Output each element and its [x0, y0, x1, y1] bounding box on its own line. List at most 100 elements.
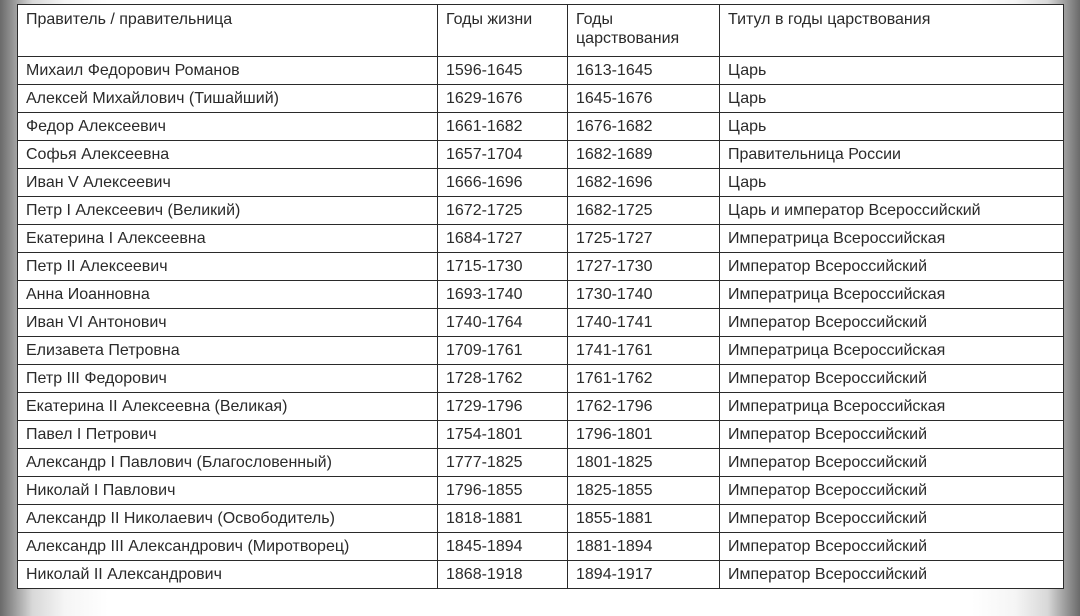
- cell-title: Император Всероссийский: [720, 561, 1064, 589]
- table-row: Александр I Павлович (Благословенный)177…: [18, 449, 1064, 477]
- cell-ruler: Петр II Алексеевич: [18, 253, 438, 281]
- cell-title: Царь: [720, 85, 1064, 113]
- cell-life: 1672-1725: [438, 197, 568, 225]
- cell-reign: 1725-1727: [568, 225, 720, 253]
- cell-ruler: Александр III Александрович (Миротворец): [18, 533, 438, 561]
- col-header-title: Титул в годы царствования: [720, 5, 1064, 57]
- cell-life: 1657-1704: [438, 141, 568, 169]
- cell-ruler: Николай I Павлович: [18, 477, 438, 505]
- cell-title: Правительница России: [720, 141, 1064, 169]
- cell-reign: 1762-1796: [568, 393, 720, 421]
- col-header-reign: Годы царствования: [568, 5, 720, 57]
- cell-life: 1740-1764: [438, 309, 568, 337]
- cell-ruler: Федор Алексеевич: [18, 113, 438, 141]
- cell-reign: 1894-1917: [568, 561, 720, 589]
- cell-ruler: Павел I Петрович: [18, 421, 438, 449]
- table-row: Алексей Михайлович (Тишайший)1629-167616…: [18, 85, 1064, 113]
- cell-life: 1796-1855: [438, 477, 568, 505]
- cell-title: Император Всероссийский: [720, 505, 1064, 533]
- table-row: Софья Алексеевна1657-17041682-1689Правит…: [18, 141, 1064, 169]
- cell-life: 1728-1762: [438, 365, 568, 393]
- cell-ruler: Николай II Александрович: [18, 561, 438, 589]
- table-row: Александр III Александрович (Миротворец)…: [18, 533, 1064, 561]
- cell-ruler: Екатерина II Алексеевна (Великая): [18, 393, 438, 421]
- cell-life: 1729-1796: [438, 393, 568, 421]
- cell-reign: 1727-1730: [568, 253, 720, 281]
- cell-title: Царь и император Всероссийский: [720, 197, 1064, 225]
- cell-reign: 1761-1762: [568, 365, 720, 393]
- cell-life: 1868-1918: [438, 561, 568, 589]
- cell-reign: 1730-1740: [568, 281, 720, 309]
- cell-title: Императрица Всероссийская: [720, 337, 1064, 365]
- cell-title: Император Всероссийский: [720, 421, 1064, 449]
- cell-title: Император Всероссийский: [720, 253, 1064, 281]
- cell-title: Императрица Всероссийская: [720, 393, 1064, 421]
- cell-ruler: Анна Иоанновна: [18, 281, 438, 309]
- table-body: Михаил Федорович Романов1596-16451613-16…: [18, 57, 1064, 589]
- cell-life: 1715-1730: [438, 253, 568, 281]
- cell-title: Императрица Всероссийская: [720, 225, 1064, 253]
- col-header-life: Годы жизни: [438, 5, 568, 57]
- cell-title: Император Всероссийский: [720, 533, 1064, 561]
- table-row: Петр I Алексеевич (Великий)1672-17251682…: [18, 197, 1064, 225]
- rulers-table-container: Правитель / правительницаГоды жизниГоды …: [17, 4, 1063, 589]
- table-row: Екатерина I Алексеевна1684-17271725-1727…: [18, 225, 1064, 253]
- cell-reign: 1682-1696: [568, 169, 720, 197]
- table-row: Елизавета Петровна1709-17611741-1761Импе…: [18, 337, 1064, 365]
- cell-life: 1754-1801: [438, 421, 568, 449]
- cell-title: Император Всероссийский: [720, 477, 1064, 505]
- cell-reign: 1682-1725: [568, 197, 720, 225]
- cell-reign: 1676-1682: [568, 113, 720, 141]
- cell-reign: 1855-1881: [568, 505, 720, 533]
- cell-life: 1684-1727: [438, 225, 568, 253]
- cell-life: 1845-1894: [438, 533, 568, 561]
- table-head: Правитель / правительницаГоды жизниГоды …: [18, 5, 1064, 57]
- cell-reign: 1825-1855: [568, 477, 720, 505]
- table-row: Екатерина II Алексеевна (Великая)1729-17…: [18, 393, 1064, 421]
- cell-reign: 1613-1645: [568, 57, 720, 85]
- cell-ruler: Иван V Алексеевич: [18, 169, 438, 197]
- cell-title: Император Всероссийский: [720, 309, 1064, 337]
- table-row: Николай I Павлович1796-18551825-1855Импе…: [18, 477, 1064, 505]
- table-row: Петр II Алексеевич1715-17301727-1730Импе…: [18, 253, 1064, 281]
- cell-reign: 1645-1676: [568, 85, 720, 113]
- cell-reign: 1740-1741: [568, 309, 720, 337]
- table-row: Иван VI Антонович1740-17641740-1741Импер…: [18, 309, 1064, 337]
- cell-ruler: Александр I Павлович (Благословенный): [18, 449, 438, 477]
- cell-title: Император Всероссийский: [720, 365, 1064, 393]
- cell-ruler: Екатерина I Алексеевна: [18, 225, 438, 253]
- cell-reign: 1682-1689: [568, 141, 720, 169]
- table-row: Павел I Петрович1754-18011796-1801Импера…: [18, 421, 1064, 449]
- cell-life: 1818-1881: [438, 505, 568, 533]
- cell-life: 1661-1682: [438, 113, 568, 141]
- cell-ruler: Петр III Федорович: [18, 365, 438, 393]
- cell-ruler: Елизавета Петровна: [18, 337, 438, 365]
- cell-life: 1596-1645: [438, 57, 568, 85]
- cell-ruler: Алексей Михайлович (Тишайший): [18, 85, 438, 113]
- table-row: Иван V Алексеевич1666-16961682-1696Царь: [18, 169, 1064, 197]
- cell-ruler: Петр I Алексеевич (Великий): [18, 197, 438, 225]
- cell-title: Царь: [720, 113, 1064, 141]
- cell-title: Царь: [720, 57, 1064, 85]
- cell-reign: 1801-1825: [568, 449, 720, 477]
- table-row: Николай II Александрович1868-19181894-19…: [18, 561, 1064, 589]
- cell-title: Император Всероссийский: [720, 449, 1064, 477]
- cell-life: 1629-1676: [438, 85, 568, 113]
- rulers-table: Правитель / правительницаГоды жизниГоды …: [17, 4, 1064, 589]
- cell-life: 1693-1740: [438, 281, 568, 309]
- cell-title: Императрица Всероссийская: [720, 281, 1064, 309]
- cell-ruler: Михаил Федорович Романов: [18, 57, 438, 85]
- cell-reign: 1881-1894: [568, 533, 720, 561]
- cell-life: 1777-1825: [438, 449, 568, 477]
- table-row: Федор Алексеевич1661-16821676-1682Царь: [18, 113, 1064, 141]
- cell-reign: 1741-1761: [568, 337, 720, 365]
- cell-life: 1666-1696: [438, 169, 568, 197]
- cell-life: 1709-1761: [438, 337, 568, 365]
- cell-title: Царь: [720, 169, 1064, 197]
- cell-ruler: Иван VI Антонович: [18, 309, 438, 337]
- cell-reign: 1796-1801: [568, 421, 720, 449]
- table-row: Александр II Николаевич (Освободитель)18…: [18, 505, 1064, 533]
- table-row: Михаил Федорович Романов1596-16451613-16…: [18, 57, 1064, 85]
- table-row: Петр III Федорович1728-17621761-1762Импе…: [18, 365, 1064, 393]
- header-row: Правитель / правительницаГоды жизниГоды …: [18, 5, 1064, 57]
